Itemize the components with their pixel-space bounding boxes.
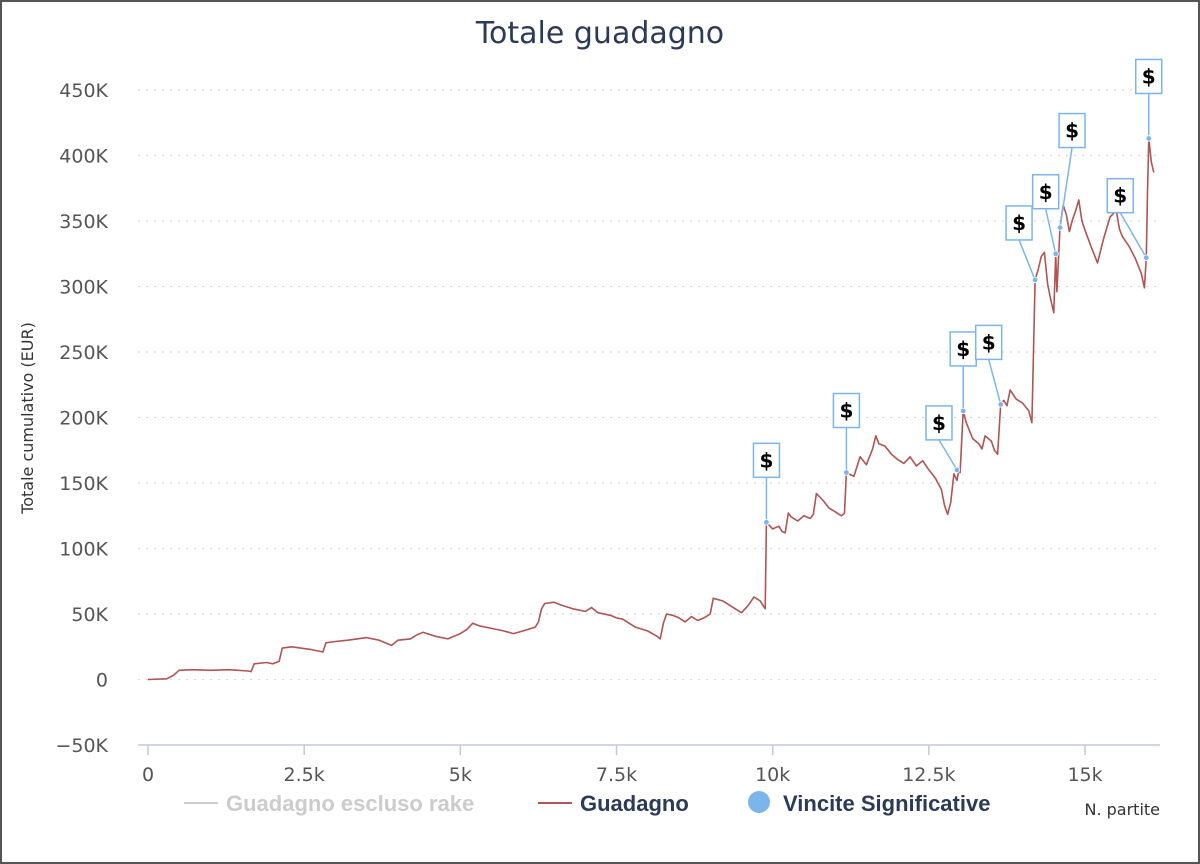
y-tick-label: 350K bbox=[59, 211, 108, 233]
significant-win-point[interactable] bbox=[997, 401, 1004, 408]
flag-connector bbox=[987, 359, 1002, 405]
significant-win-point[interactable] bbox=[1056, 224, 1064, 231]
flag-box bbox=[752, 442, 781, 479]
significant-win-point[interactable] bbox=[843, 469, 850, 476]
legend-label-guadagno: Guadagno bbox=[580, 791, 689, 816]
flag-label: $ bbox=[956, 337, 970, 361]
x-tick-label: 2.5k bbox=[284, 764, 325, 786]
significant-win-point[interactable] bbox=[1031, 276, 1039, 284]
series-layer bbox=[147, 137, 1155, 681]
y-tick-label: 450K bbox=[59, 80, 108, 102]
y-tick-label: 0 bbox=[96, 670, 108, 692]
flag-label: $ bbox=[759, 448, 773, 472]
y-tick-label: 50K bbox=[71, 604, 108, 626]
significant-win-flag[interactable]: $ bbox=[925, 405, 961, 474]
flag-label: $ bbox=[1065, 119, 1079, 143]
x-tick-label: 0 bbox=[142, 764, 154, 786]
significant-wins-layer: $ $ $ $ $ $ $ $ $ $ bbox=[752, 58, 1163, 526]
x-axis: 0 2.5k 5k 7.5k 10k 12.5k 15k bbox=[138, 744, 1160, 786]
significant-win-flag[interactable]: $ bbox=[1056, 112, 1086, 231]
flag-label: $ bbox=[1113, 184, 1127, 208]
flag-box bbox=[1005, 205, 1033, 241]
significant-win-flag[interactable]: $ bbox=[1031, 174, 1060, 257]
legend-item-vincite-significative[interactable]: Vincite Significative bbox=[748, 791, 990, 816]
x-tick-label: 7.5k bbox=[596, 764, 637, 786]
flag-label: $ bbox=[982, 330, 996, 354]
x-tick-label: 10k bbox=[755, 764, 790, 786]
flag-label: $ bbox=[1012, 211, 1026, 235]
chart-title: Totale guadagno bbox=[475, 16, 724, 51]
x-tick-label: 5k bbox=[449, 764, 472, 786]
flag-box bbox=[949, 331, 977, 367]
flag-connector bbox=[1018, 239, 1036, 281]
series-line-guadagno[interactable] bbox=[147, 137, 1155, 681]
flag-box bbox=[925, 405, 953, 441]
flag-label: $ bbox=[839, 399, 853, 423]
flag-box bbox=[1106, 177, 1135, 214]
legend-item-guadagno[interactable]: Guadagno bbox=[538, 791, 689, 816]
flag-connector bbox=[1059, 147, 1073, 228]
y-axis-ticks: −50K 0 50K 100K 150K 200K 250K 300K 350K 400K 450K bbox=[55, 80, 108, 757]
legend-label-vincite-significative: Vincite Significative bbox=[783, 791, 990, 816]
flag-label: $ bbox=[1142, 64, 1156, 88]
y-tick-label: −50K bbox=[55, 735, 108, 757]
legend-item-guadagno-escluso-rake[interactable]: Guadagno escluso rake bbox=[184, 791, 474, 816]
significant-win-flag[interactable]: $ bbox=[1135, 58, 1163, 142]
significant-win-point[interactable] bbox=[1052, 250, 1059, 257]
y-tick-label: 400K bbox=[59, 146, 108, 168]
y-tick-label: 200K bbox=[59, 408, 108, 430]
significant-win-flag[interactable]: $ bbox=[832, 392, 861, 476]
x-axis-label: N. partite bbox=[1084, 800, 1160, 819]
y-tick-label: 250K bbox=[59, 342, 108, 364]
legend: Guadagno escluso rake Guadagno Vincite S… bbox=[184, 791, 990, 816]
flag-label: $ bbox=[1039, 180, 1053, 204]
significant-win-point[interactable] bbox=[953, 466, 961, 474]
flag-box bbox=[1058, 112, 1086, 149]
flag-box bbox=[1135, 58, 1163, 95]
y-tick-label: 100K bbox=[59, 539, 108, 561]
significant-win-flag[interactable]: $ bbox=[1106, 177, 1150, 261]
legend-marker-vincite-significative bbox=[748, 791, 770, 813]
flag-label: $ bbox=[932, 411, 946, 435]
grid-lines bbox=[138, 89, 1160, 681]
significant-win-flag[interactable]: $ bbox=[974, 324, 1004, 408]
significant-win-flag[interactable]: $ bbox=[1005, 205, 1039, 284]
flag-box bbox=[832, 392, 861, 429]
y-tick-label: 150K bbox=[59, 473, 108, 495]
flag-connector bbox=[1044, 208, 1057, 254]
x-tick-label: 15k bbox=[1067, 764, 1102, 786]
flag-connector bbox=[938, 439, 958, 471]
significant-win-point[interactable] bbox=[763, 519, 770, 526]
flag-connector bbox=[1119, 212, 1147, 259]
significant-win-point[interactable] bbox=[960, 407, 967, 415]
significant-win-flag[interactable]: $ bbox=[949, 331, 977, 415]
flag-box bbox=[974, 324, 1003, 361]
flag-box bbox=[1031, 174, 1060, 210]
y-axis-label: Totale cumulativo (EUR) bbox=[18, 322, 37, 515]
y-tick-label: 300K bbox=[59, 277, 108, 299]
legend-label-guadagno-escluso-rake: Guadagno escluso rake bbox=[226, 791, 474, 816]
x-tick-label: 12.5k bbox=[902, 764, 955, 786]
significant-win-point[interactable] bbox=[1145, 135, 1152, 142]
significant-win-flag[interactable]: $ bbox=[752, 442, 781, 526]
significant-win-point[interactable] bbox=[1143, 254, 1150, 261]
